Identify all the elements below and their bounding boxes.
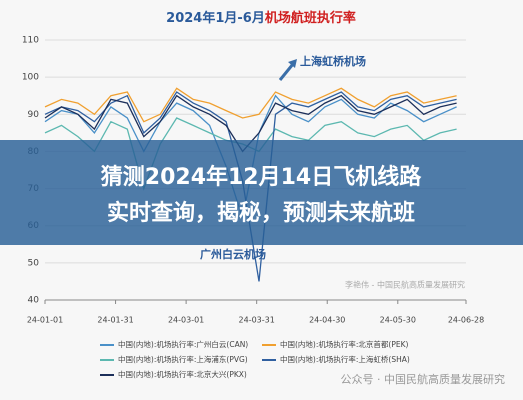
annotation-arrow <box>278 63 295 81</box>
legend-label: 中国(内地):机场执行率:广州白云(CAN) <box>118 339 248 349</box>
x-tick-label: 24-03-01 <box>168 316 204 325</box>
title-date: 2024年1月-6月 <box>166 10 265 26</box>
y-tick-label: 90 <box>28 110 40 120</box>
title-subject: 机场航班执行率 <box>265 10 356 26</box>
y-tick-label: 110 <box>22 36 39 46</box>
x-tick-label: 24-03-31 <box>239 316 275 325</box>
overlay-band <box>0 140 523 245</box>
watermark: 李艳伟 - 中国民航高质量发展研究 <box>345 280 465 290</box>
y-tick-label: 100 <box>22 73 39 83</box>
x-tick-label: 24-06-28 <box>448 316 484 325</box>
x-tick-label: 24-01-01 <box>27 316 63 325</box>
annotation-arrowhead <box>288 59 297 68</box>
annotation: 上海虹桥机场 <box>300 54 366 68</box>
series-line <box>44 87 457 123</box>
legend-label: 中国(内地):机场执行率:北京首都(PEK) <box>280 339 409 349</box>
legend-label: 中国(内地):机场执行率:上海虹桥(SHA) <box>280 354 410 364</box>
annotation: 广州白云机场 <box>200 247 266 261</box>
watermark: 公众号 · 中国民航高质量发展研究 <box>341 372 506 386</box>
legend-label: 中国(内地):机场执行率:上海浦东(PVG) <box>118 354 248 364</box>
overlay-title: 猜测2024年12月14日飞机线路 <box>100 164 422 190</box>
legend-label: 中国(内地):机场执行率:北京大兴(PKX) <box>118 369 247 379</box>
y-tick-label: 40 <box>28 296 40 306</box>
overlay-title: 实时查询，揭秘，预测未来航班 <box>107 200 415 226</box>
chart-title: 2024年1月-6月机场航班执行率 <box>166 10 356 26</box>
y-tick-label: 50 <box>28 258 40 268</box>
x-tick-label: 24-04-30 <box>309 316 345 325</box>
x-tick-label: 24-01-31 <box>97 316 133 325</box>
x-tick-label: 24-05-30 <box>380 316 416 325</box>
